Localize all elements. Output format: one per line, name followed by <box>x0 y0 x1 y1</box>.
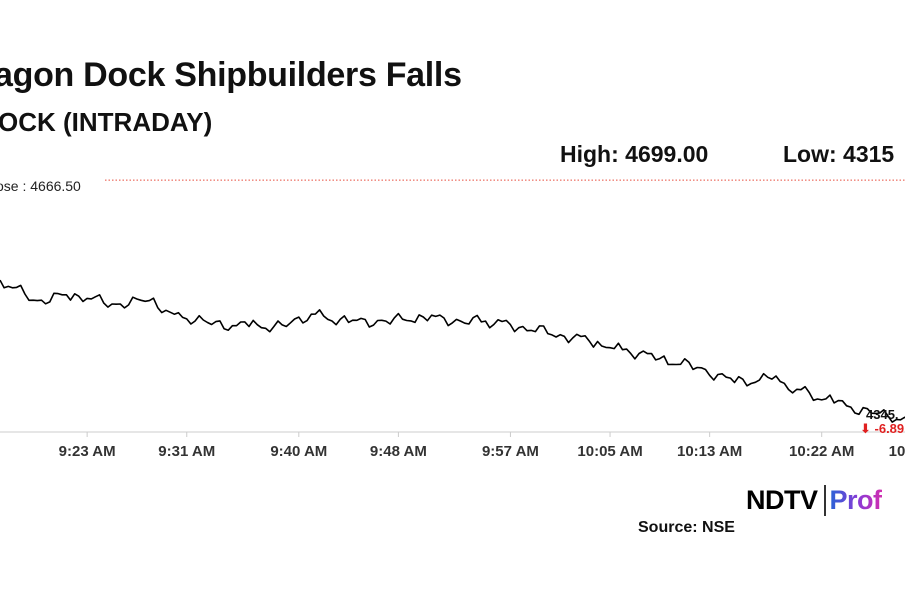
x-tick-label: 9:31 AM <box>158 443 215 460</box>
x-tick-label: 10:22 AM <box>789 443 854 460</box>
ndtv-profit-logo: NDTV Prof <box>746 484 882 516</box>
percent-change-label: ⬇ -6.89 <box>860 421 904 436</box>
x-tick-label: 10:13 AM <box>677 443 742 460</box>
logo-divider <box>823 484 826 516</box>
x-tick-label: 9:40 AM <box>270 443 327 460</box>
x-tick-label: 9:57 AM <box>482 443 539 460</box>
source-note: Source: NSE <box>638 519 735 536</box>
profit-wordmark: Prof <box>829 484 883 515</box>
x-tick-label: 10:05 AM <box>577 443 642 460</box>
x-tick-label: 9:48 AM <box>370 443 427 460</box>
previous-close-label: ose : 4666.50 <box>0 178 81 194</box>
low-value: Low: 4315 <box>783 141 895 167</box>
chart-subtitle: OCK (INTRADAY) <box>0 107 213 137</box>
chart-title: agon Dock Shipbuilders Falls <box>0 56 462 94</box>
high-value: High: 4699.00 <box>560 141 709 167</box>
last-price-label: 4345. <box>866 407 899 422</box>
price-series-line <box>0 279 905 423</box>
x-tick-label: 10:30 AM <box>889 443 905 460</box>
x-axis-ticks: 9:23 AM 9:31 AM 9:40 AM 9:48 AM 9:57 AM 10:05… <box>59 432 905 460</box>
x-tick-label: 9:23 AM <box>59 443 116 460</box>
ndtv-wordmark: NDTV <box>746 484 818 515</box>
